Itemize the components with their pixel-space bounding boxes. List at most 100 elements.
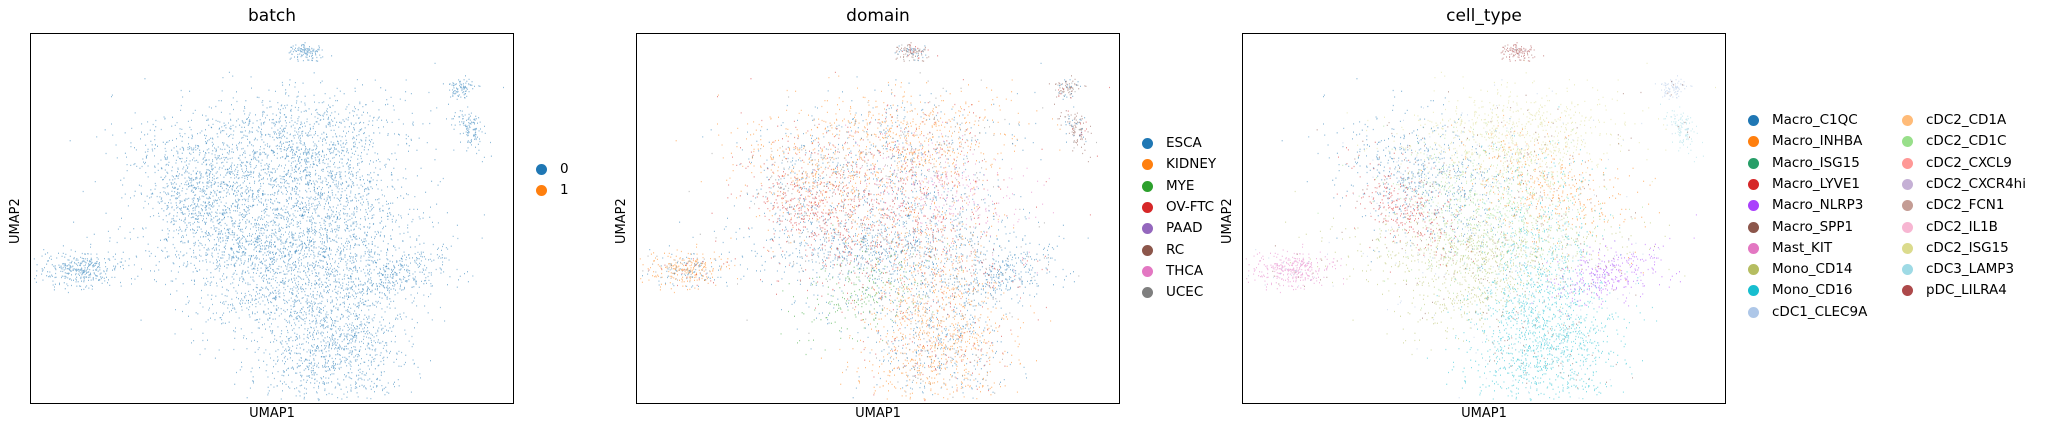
scatter-points-group <box>746 167 866 256</box>
legend-label: Macro_C1QC <box>1772 112 1858 128</box>
legend-label: Macro_LYVE1 <box>1772 175 1860 192</box>
legend-label: cDC2_CD1A <box>1926 112 2007 128</box>
scatter-points-group <box>1281 78 1550 283</box>
scatter-points-group <box>852 106 1024 390</box>
scatter-points-group <box>1654 75 1693 101</box>
scatter-points-group <box>639 243 738 294</box>
scatter-points-group <box>1336 141 1474 273</box>
scatter-points-group <box>850 128 1005 234</box>
legend-label: ESCA <box>1166 135 1202 151</box>
legend-marker <box>1142 180 1153 192</box>
scatter-points-group <box>1058 88 1072 99</box>
legend-marker <box>1142 265 1153 277</box>
scatter-points-group <box>751 75 1061 217</box>
legend-label: cDC3_LAMP3 <box>1926 261 2015 278</box>
point-cluster-j <box>639 243 738 294</box>
legend-marker <box>1902 115 1913 126</box>
legend-marker <box>536 185 547 197</box>
point-cluster-m <box>448 103 492 163</box>
legend-label: Macro_ISG15 <box>1772 154 1860 171</box>
legend-marker <box>536 164 547 175</box>
scatter-points-group <box>1341 220 1590 287</box>
x-axis-label-domain: UMAP1 <box>855 406 901 421</box>
legend-marker <box>1748 157 1759 169</box>
scatter-points-group <box>711 96 910 239</box>
scatter-points-group <box>770 148 975 301</box>
legend-marker <box>1142 223 1153 235</box>
scatter-points-group <box>1426 227 1658 402</box>
scatter-points-group <box>1500 42 1545 62</box>
point-cluster-a <box>740 59 1110 232</box>
scatter-points-group <box>844 114 1030 260</box>
scatter-points <box>33 42 504 402</box>
scatter-points-group <box>1562 245 1655 296</box>
scatter-points-group <box>1399 265 1638 399</box>
scatter-points-group <box>688 190 1080 282</box>
scatter-points-group <box>1396 144 1628 275</box>
scatter-points-group <box>648 258 736 287</box>
scatter-points-group <box>841 275 1047 402</box>
legend-marker <box>1748 178 1759 190</box>
scatter-points-group <box>895 42 930 62</box>
scatter-points-group <box>69 78 338 319</box>
chart-title-batch: batch <box>248 6 296 26</box>
scatter-points-group <box>746 245 933 334</box>
scatter-points-group <box>1416 268 1514 320</box>
scatter-points-group <box>1443 106 1639 390</box>
scatter-points-group <box>1400 79 1643 207</box>
point-cluster-d <box>1420 114 1660 281</box>
legend-label: THCA <box>1166 262 1204 279</box>
legend-label: Mono_CD16 <box>1772 282 1853 299</box>
scatter-points-group <box>1352 221 1574 356</box>
legend-marker <box>1142 138 1153 149</box>
scatter-points-group <box>773 122 1027 276</box>
legend-marker <box>1142 201 1153 213</box>
scatter-points-group <box>843 130 1040 268</box>
legend-marker <box>1902 242 1913 254</box>
scatter-points-group <box>1245 243 1344 294</box>
scatter-points-group <box>134 59 504 232</box>
scatter-points-group <box>104 129 262 273</box>
scatter-points-group <box>140 221 362 356</box>
legend-marker <box>1748 264 1759 276</box>
point-cluster-g <box>1399 227 1658 402</box>
point-cluster-m <box>1660 103 1704 163</box>
point-cluster-g <box>793 227 1052 402</box>
scatter-points-group <box>1354 121 1526 319</box>
legend-marker <box>1902 264 1913 276</box>
scatter-points-group <box>902 44 939 59</box>
legend-marker <box>1748 242 1759 254</box>
legend-marker <box>1748 285 1759 297</box>
point-cluster-d <box>208 114 448 281</box>
legend-label: Mono_CD14 <box>1772 261 1853 278</box>
scatter-points-group <box>442 75 481 101</box>
y-axis-label-cell-type: UMAP2 <box>1220 198 1235 244</box>
legend-label: cDC1_CLEC9A <box>1772 303 1868 320</box>
scatter-points-group <box>925 252 1049 304</box>
legend-marker <box>1902 200 1913 212</box>
scatter-points-group <box>814 121 1054 281</box>
scatter-points-group <box>675 89 942 276</box>
point-cluster-e <box>73 190 474 300</box>
point-cluster-k <box>894 42 939 62</box>
scatter-points-group <box>1054 103 1092 163</box>
point-cluster-e <box>1285 190 1686 300</box>
scatter-points-group <box>208 114 448 281</box>
scatter-points-group <box>1509 150 1636 240</box>
point-cluster-a <box>134 59 504 232</box>
scatter-points-group <box>231 106 427 390</box>
point-cluster-f <box>231 106 427 390</box>
scatter-points-group <box>760 72 1044 232</box>
y-axis-label-batch: UMAP2 <box>8 198 23 244</box>
legend-label: cDC2_FCN1 <box>1926 197 2005 214</box>
x-axis-label-batch: UMAP1 <box>249 406 295 421</box>
legend-marker <box>1142 287 1153 299</box>
legend-label: OV-FTC <box>1166 198 1215 215</box>
scatter-points-group <box>1409 91 1642 190</box>
legend-marker <box>1142 159 1153 171</box>
scatter-points-group <box>1420 114 1660 281</box>
point-cluster-n <box>104 129 262 273</box>
scatter-points-group <box>820 240 1052 401</box>
scatter-points-group <box>710 129 840 273</box>
scatter-points-group <box>1065 106 1087 143</box>
